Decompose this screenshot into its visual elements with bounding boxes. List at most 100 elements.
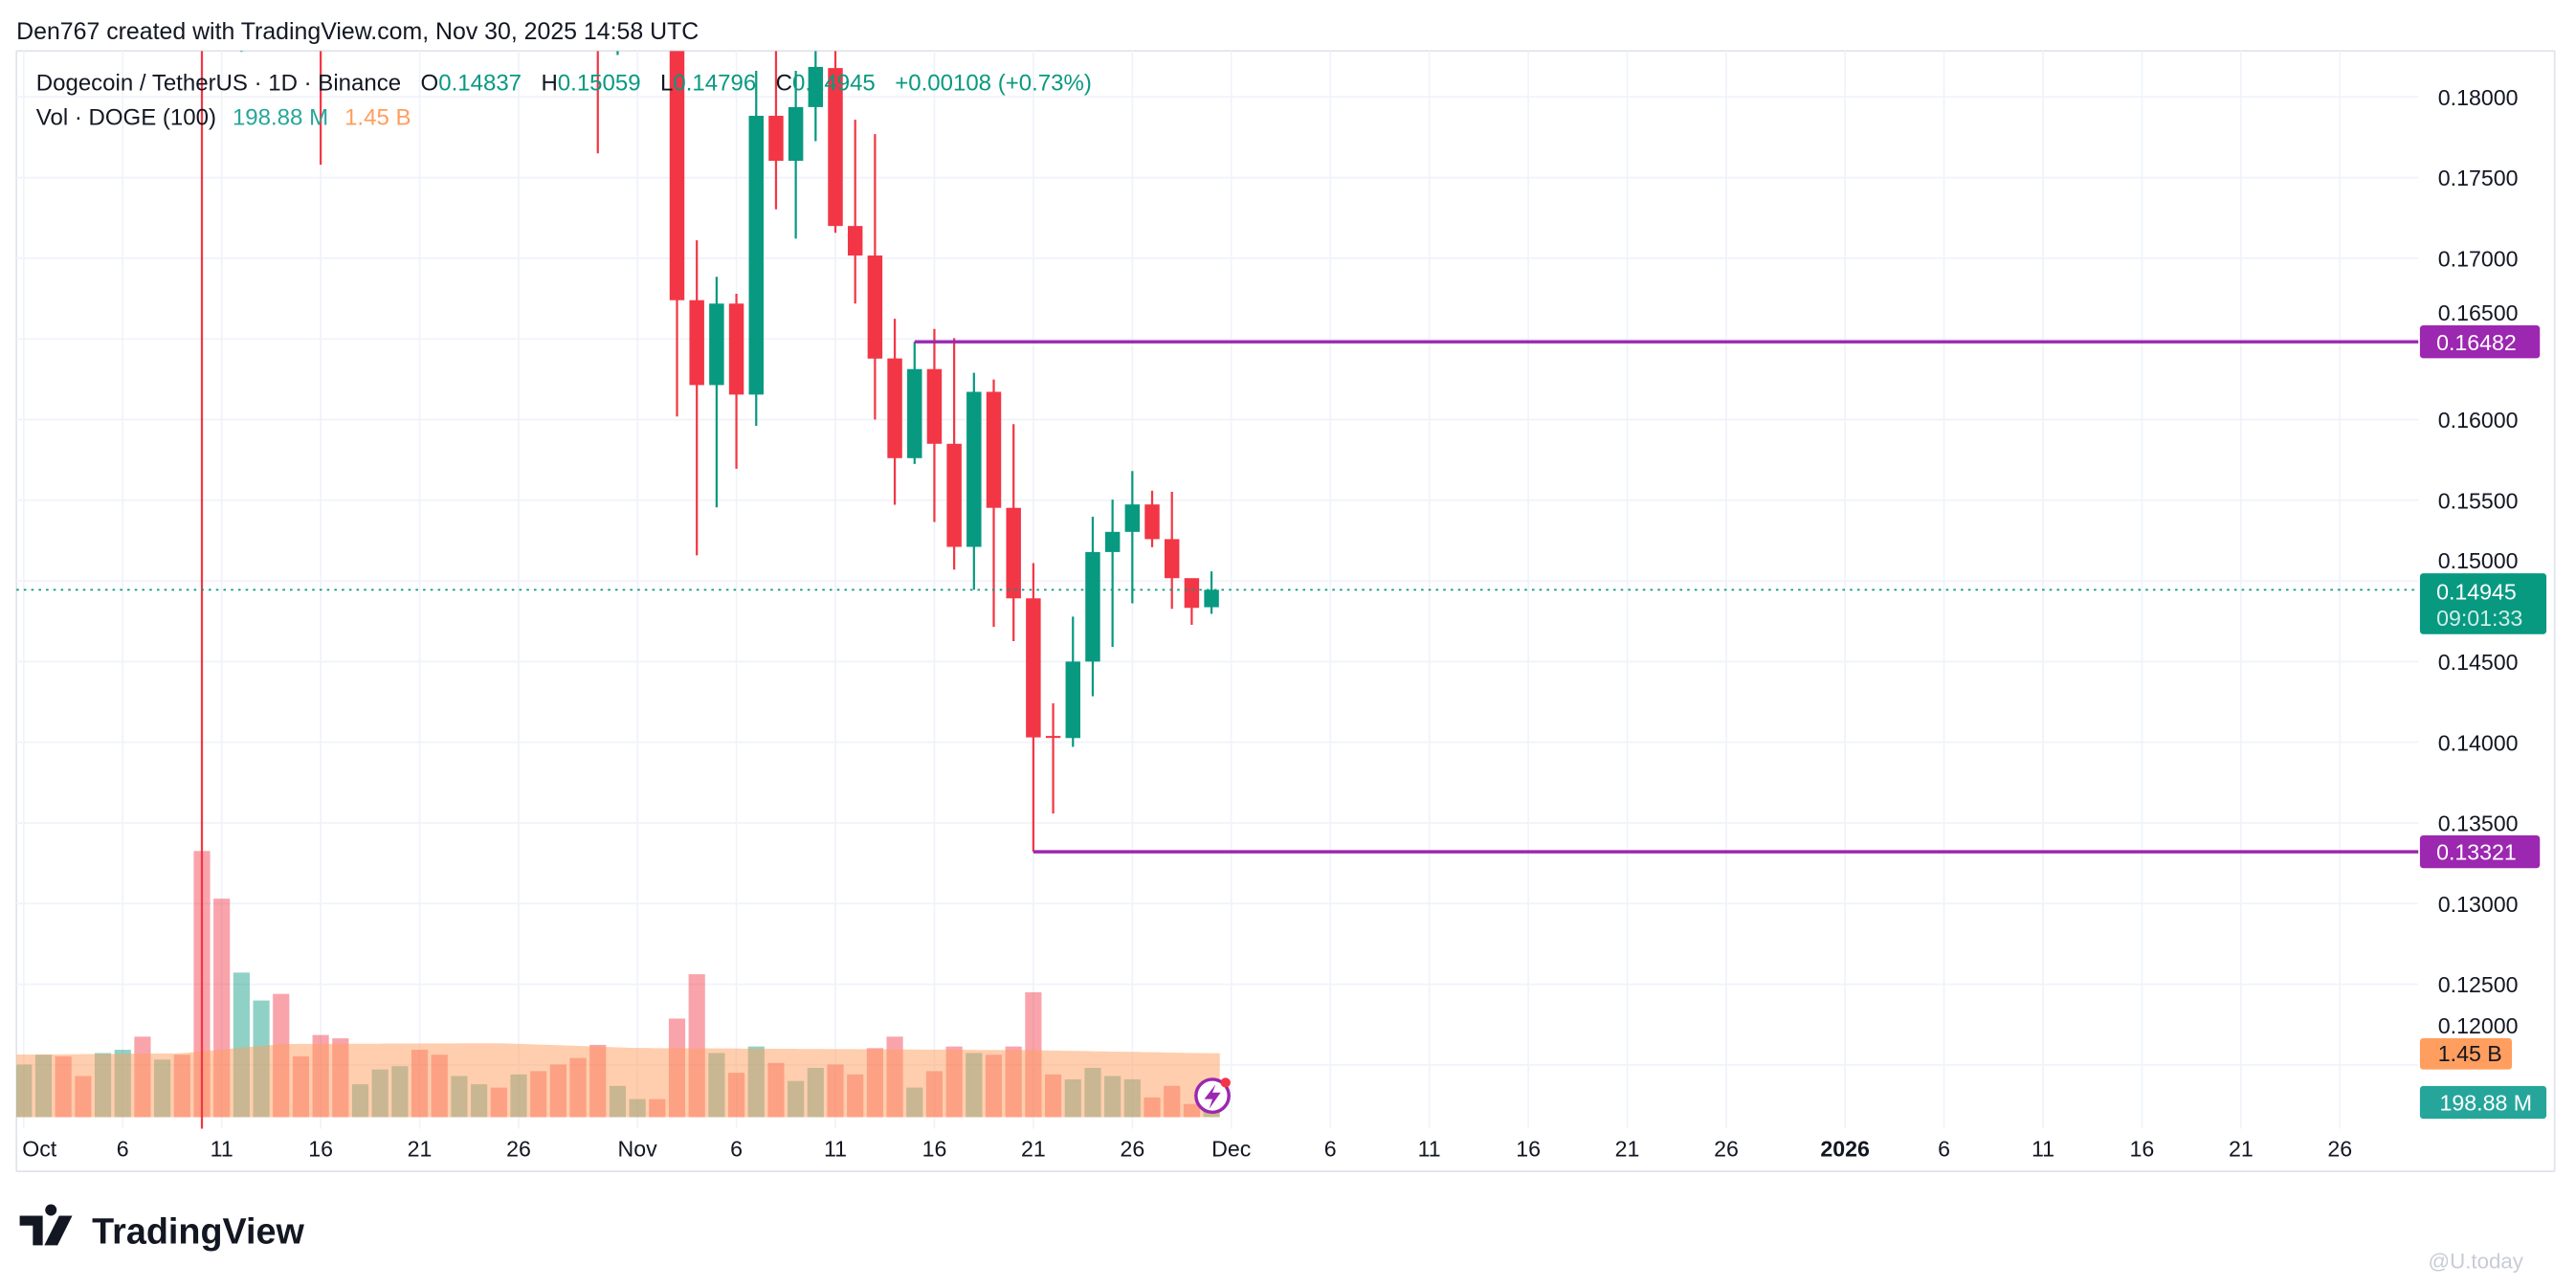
horizontal-lines[interactable]: 0.16482 0.13321 [16, 325, 2541, 869]
candle-body [1144, 504, 1160, 540]
price-tick-label: 0.17500 [2438, 166, 2519, 190]
candle [887, 319, 902, 505]
price-axis[interactable]: 0.18000 0.17500 0.17000 0.16500 0.16000 0.155… [2438, 85, 2519, 1038]
lightning-icon[interactable] [1194, 1077, 1231, 1115]
current-price-label: 0.14945 09:01:33 [2419, 573, 2547, 634]
tradingview-logo-mark [19, 1204, 73, 1246]
credit-text: Den767 created with TradingView.com, Nov… [16, 18, 699, 45]
time-tick-label: 6 [730, 1137, 743, 1162]
legend-close-label: C [776, 70, 792, 96]
time-tick-label: 21 [408, 1137, 433, 1162]
candle-body [1006, 507, 1021, 599]
candle-body [788, 106, 804, 162]
time-tick-label: 26 [1120, 1137, 1144, 1162]
volume-value: 198.88 M [2440, 1091, 2533, 1116]
legend-volume-ma: 1.45 B [344, 104, 411, 130]
legend-high: 0.15059 [558, 70, 641, 96]
candle [669, 51, 685, 417]
candle [907, 342, 922, 464]
price-tick-label: 0.12000 [2438, 1013, 2519, 1038]
legend-low: 0.14796 [673, 70, 756, 96]
candle-body [1085, 551, 1100, 662]
countdown: 09:01:33 [2436, 606, 2522, 631]
legend-open: 0.14837 [438, 70, 522, 96]
price-tick-label: 0.12500 [2438, 972, 2519, 997]
tradingview-logo[interactable]: TradingView [19, 1204, 305, 1253]
price-tick-label: 0.15000 [2438, 548, 2519, 573]
horizontal-level-label-bg [2419, 834, 2541, 869]
candle [1026, 563, 1041, 853]
candle [1124, 471, 1141, 604]
horizontal-level-label: 0.13321 [2436, 840, 2517, 865]
candle-body [709, 303, 724, 386]
time-tick-label: 6 [1324, 1137, 1337, 1162]
candle-body [907, 368, 922, 458]
price-tick-label: 0.16500 [2438, 300, 2519, 325]
candle-body [1184, 578, 1200, 609]
candle [986, 379, 1002, 628]
candle-body [1124, 504, 1141, 532]
candle-body [728, 303, 744, 395]
candle-body [808, 66, 824, 107]
volume-ma-value: 1.45 B [2438, 1041, 2502, 1066]
candle-body [1065, 661, 1080, 739]
candle-body [867, 255, 883, 359]
candle [828, 51, 843, 233]
legend-volume: 198.88 M [233, 104, 328, 130]
time-tick-label: 21 [2229, 1137, 2254, 1162]
time-tick-label: 21 [1615, 1137, 1640, 1162]
legend-open-label: O [421, 70, 439, 96]
price-tick-label: 0.14000 [2438, 730, 2519, 755]
candle [1045, 703, 1061, 814]
time-tick-label: 21 [1021, 1137, 1046, 1162]
horizontal-level-label: 0.16482 [2436, 330, 2517, 355]
legend-high-label: H [541, 70, 557, 96]
candle-body [1164, 539, 1180, 579]
candle [867, 134, 883, 420]
time-tick-label: 11 [824, 1137, 847, 1162]
horizontal-level-label-bg [2419, 325, 2541, 359]
time-tick-label: 26 [1714, 1137, 1739, 1162]
volume-ma-area [16, 1043, 1220, 1118]
legend-symbol: Dogecoin / TetherUS · 1D · Binance [36, 70, 401, 96]
candle-body [946, 443, 962, 547]
time-tick-label: Nov [618, 1137, 658, 1162]
price-tick-label: 0.17000 [2438, 246, 2519, 271]
time-tick-label: Oct [22, 1137, 57, 1162]
candle-body [1026, 598, 1041, 738]
candle [709, 277, 724, 508]
time-tick-label: 26 [2327, 1137, 2352, 1162]
candle [1144, 490, 1160, 547]
candle-body [847, 226, 863, 256]
time-tick-label: 16 [1516, 1137, 1541, 1162]
time-tick-label: 16 [922, 1137, 947, 1162]
time-tick-label: 11 [1418, 1137, 1441, 1162]
legend-volume-label: Vol · DOGE (100) [36, 104, 216, 130]
candle [748, 70, 764, 427]
tradingview-logo-text: TradingView [92, 1212, 304, 1253]
time-tick-label: 11 [211, 1137, 233, 1162]
grid [16, 51, 2419, 1129]
candle [788, 70, 804, 239]
candle [1006, 424, 1021, 641]
candle [1085, 516, 1100, 697]
candle-body [1204, 589, 1219, 608]
price-tick-label: 0.18000 [2438, 85, 2519, 110]
candle-body [828, 68, 843, 227]
candle [808, 51, 824, 142]
candle [1164, 492, 1180, 610]
candle [1184, 578, 1200, 625]
svg-text:Vol · DOGE (100) 198.88: Vol · DOGE (100) 198.88 M 1.45 B [36, 104, 411, 130]
candle [1065, 616, 1080, 747]
legend: Dogecoin / TetherUS · 1D · Binance O0.14… [36, 70, 1092, 130]
time-tick-label: 2026 [1820, 1137, 1870, 1162]
time-tick-label: 26 [506, 1137, 531, 1162]
price-tick-label: 0.13500 [2438, 811, 2519, 836]
candle [847, 120, 863, 304]
time-tick-label: 11 [2032, 1137, 2054, 1162]
candle [689, 240, 704, 556]
time-axis[interactable]: Oct 6 11 16 21 26 Nov 6 11 16 21 26 Dec 6 11 16 21 26 2026… [22, 1137, 2352, 1162]
price-tick-label: 0.13000 [2438, 892, 2519, 917]
candle [926, 328, 943, 522]
